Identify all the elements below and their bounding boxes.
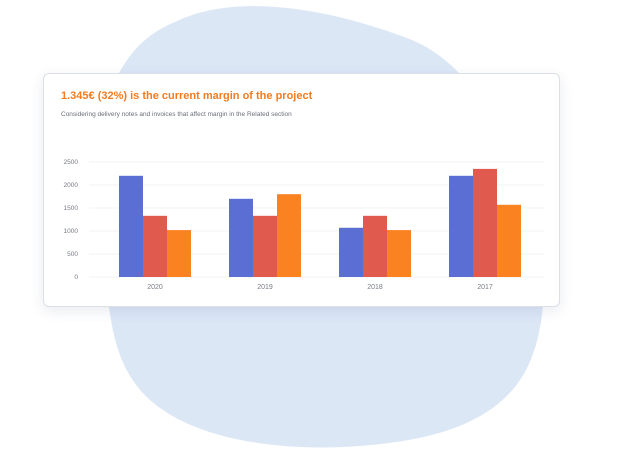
y-tick-label: 1500 (64, 205, 79, 212)
card-subtitle: Considering delivery notes and invoices … (61, 111, 292, 118)
bar (363, 215, 387, 277)
x-tick-label: 2019 (257, 284, 273, 291)
bar (229, 198, 253, 277)
margin-card: 1.345€ (32%) is the current margin of th… (43, 73, 560, 307)
y-tick-label: 2000 (64, 182, 79, 189)
y-tick-label: 0 (74, 274, 78, 281)
bar (277, 194, 301, 277)
bar (119, 175, 143, 277)
bar (339, 227, 363, 277)
bar (253, 215, 277, 277)
bar (387, 230, 411, 277)
bar-chart: 0 500 1000 1500 2000 2500 2020 2019 2018 2017 (64, 159, 544, 291)
x-tick-label: 2020 (147, 284, 163, 291)
y-tick-label: 1000 (64, 228, 79, 235)
bar (449, 175, 473, 277)
y-tick-label: 2500 (64, 159, 79, 166)
card-title: 1.345€ (32%) is the current margin of th… (61, 90, 313, 102)
bar (167, 230, 191, 277)
bar (473, 168, 497, 277)
bar (497, 204, 521, 277)
x-tick-label: 2017 (477, 284, 493, 291)
y-tick-label: 500 (67, 251, 78, 258)
x-tick-label: 2018 (367, 284, 383, 291)
bar (143, 215, 167, 277)
